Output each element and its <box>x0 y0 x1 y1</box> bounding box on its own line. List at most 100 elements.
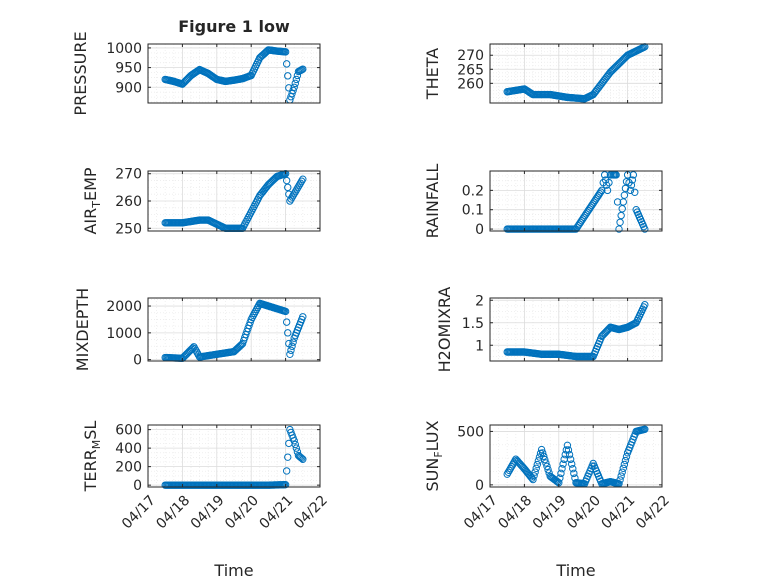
data-point <box>296 179 305 187</box>
data-point <box>619 198 627 206</box>
y-axis-label: TERRMSL <box>81 421 103 493</box>
y-tick-label: 600 <box>115 423 142 439</box>
data-point <box>288 342 296 350</box>
data-point <box>600 171 609 179</box>
data-point <box>504 468 512 477</box>
y-tick-label: 2 <box>475 293 484 309</box>
subplot-air_temp: 250 260 270 AIRTEMP <box>81 167 321 237</box>
x-axis-label: Time <box>213 561 253 580</box>
data-point <box>530 472 538 480</box>
data-point <box>556 474 564 482</box>
data-point <box>628 176 637 184</box>
data-point <box>299 455 307 463</box>
x-tick-label: 04/20 <box>222 493 262 533</box>
data-point <box>291 79 299 88</box>
data-point <box>564 446 573 454</box>
x-tick-label: 04/22 <box>291 493 331 533</box>
series-markers <box>161 170 307 232</box>
y-tick-label: 1000 <box>106 326 142 342</box>
data-point <box>507 462 516 471</box>
y-tick-label: 260 <box>457 76 484 92</box>
y-tick-label: 1 <box>475 338 484 354</box>
data-point <box>641 425 649 433</box>
y-tick-label: 270 <box>115 167 142 183</box>
data-point <box>289 338 297 346</box>
data-point <box>541 455 549 464</box>
data-point <box>286 197 294 205</box>
data-point <box>296 453 305 462</box>
series-markers <box>503 43 649 103</box>
data-point <box>626 186 635 195</box>
x-tick-label: 04/21 <box>599 493 639 533</box>
data-point <box>620 460 629 469</box>
series-markers <box>503 171 649 233</box>
data-point <box>299 175 307 183</box>
data-point <box>616 218 624 226</box>
data-point <box>566 455 575 464</box>
data-point <box>503 470 511 478</box>
data-point <box>288 193 296 201</box>
data-point <box>531 468 539 476</box>
axes-box <box>489 424 663 488</box>
data-point <box>292 75 301 84</box>
data-point <box>286 350 294 358</box>
data-point <box>297 177 306 185</box>
subplot-pressure: 900 950 1000 PRESSURE Figure 1 low <box>71 17 321 116</box>
data-point <box>641 301 649 309</box>
subplot-rainfall: 0 0.1 0.2 RAINFALL <box>423 164 663 238</box>
data-point <box>281 480 290 489</box>
data-point <box>508 461 517 469</box>
data-point <box>236 341 245 350</box>
y-tick-label: 1000 <box>106 41 142 57</box>
data-point <box>617 472 625 480</box>
data-point <box>627 181 636 189</box>
y-axis-label: AIRTEMP <box>81 167 103 234</box>
data-point <box>282 176 291 185</box>
data-point <box>544 465 552 474</box>
data-point <box>289 191 298 199</box>
data-point <box>613 198 622 206</box>
y-tick-label: 0.2 <box>462 183 484 199</box>
y-axis-label: SUNFLUX <box>423 420 445 491</box>
data-point <box>603 186 612 195</box>
data-point <box>282 467 291 475</box>
y-tick-label: 0 <box>133 353 142 369</box>
data-point <box>563 441 572 450</box>
data-point <box>237 340 246 349</box>
axes-box <box>489 43 663 104</box>
x-tick-label: 04/22 <box>633 493 673 533</box>
y-tick-label: 2000 <box>106 299 142 315</box>
data-point <box>290 189 299 197</box>
data-point <box>285 84 293 92</box>
data-point <box>543 462 551 470</box>
data-point <box>287 195 295 203</box>
data-point <box>602 181 611 189</box>
data-point <box>293 71 302 80</box>
data-point <box>295 181 303 189</box>
axes-box <box>489 170 663 232</box>
x-tick-label: 04/17 <box>119 493 159 533</box>
y-axis-label: MIXDEPTH <box>73 288 92 371</box>
data-point <box>557 469 565 478</box>
y-axis-label: THETA <box>423 48 442 100</box>
y-axis-label: PRESSURE <box>71 31 90 115</box>
data-point <box>619 464 627 472</box>
data-point <box>505 466 514 475</box>
data-point <box>538 449 547 457</box>
y-tick-label: 0 <box>133 478 142 494</box>
x-tick-label: 04/19 <box>188 493 228 533</box>
y-tick-label: 400 <box>115 441 142 457</box>
y-tick-label: 0 <box>475 478 484 494</box>
data-point <box>621 184 630 193</box>
data-point <box>290 437 298 445</box>
data-point <box>294 183 302 191</box>
subplot-h2omixra: 1 1.5 2 H2OMIXRA <box>435 287 663 372</box>
y-tick-label: 0 <box>475 222 484 238</box>
data-point <box>281 307 290 316</box>
axes-box <box>147 424 321 488</box>
y-tick-label: 200 <box>115 460 142 476</box>
data-point <box>288 89 296 98</box>
y-tick-label: 0.1 <box>462 203 484 219</box>
